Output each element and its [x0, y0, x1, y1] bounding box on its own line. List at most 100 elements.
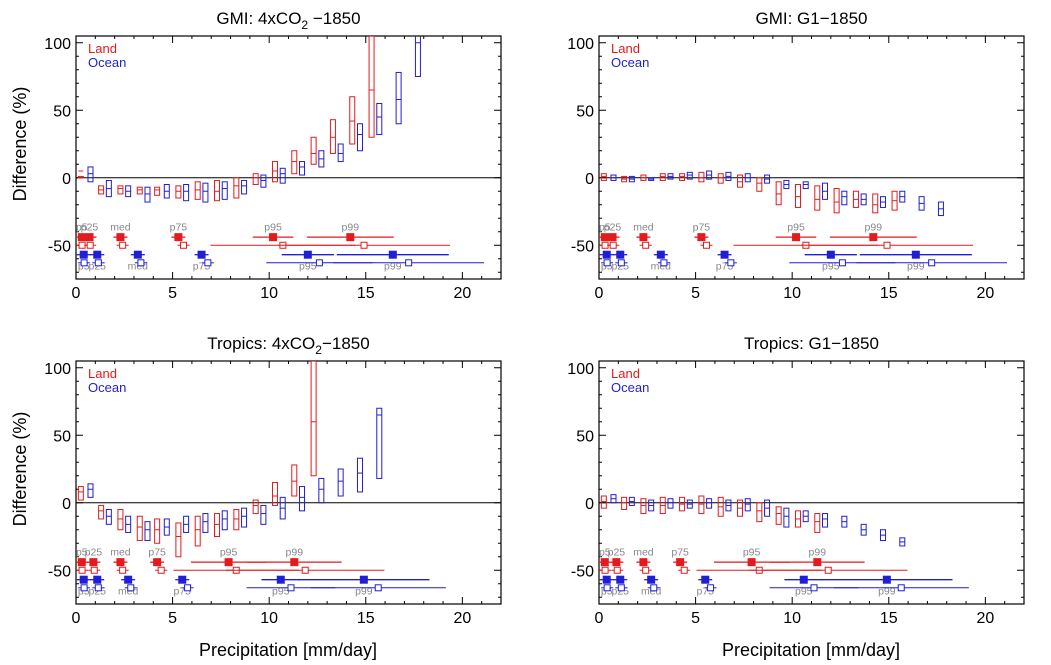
- ocean-pct-marker-open: [405, 259, 413, 267]
- land-box: [77, 175, 84, 179]
- ocean-pct-marker: [178, 575, 187, 584]
- x-tick-label: 0: [595, 610, 604, 627]
- chart-title: Tropics: G1−1850: [744, 334, 879, 353]
- chart-title-main: Tropics: 4xCO: [207, 334, 315, 353]
- land-box: [214, 179, 221, 202]
- ocean-pct-label: p95: [272, 586, 290, 598]
- y-tick-label: 0: [62, 171, 71, 188]
- land-pct-marker: [116, 233, 125, 242]
- y-tick-label: -50: [571, 238, 594, 255]
- ocean-pct-marker: [616, 575, 625, 584]
- land-box: [833, 188, 840, 214]
- x-tick-label: 0: [72, 285, 81, 302]
- ocean-pct-marker-open: [127, 584, 135, 592]
- ocean-pct-marker: [882, 575, 891, 584]
- land-pct-marker: [676, 558, 685, 567]
- land-pct-label: p95: [264, 221, 282, 233]
- ocean-box: [87, 166, 94, 183]
- ocean-pct-marker-open: [374, 584, 382, 592]
- land-pct-marker: [346, 233, 355, 242]
- land-box: [698, 171, 705, 183]
- land-box: [117, 509, 124, 531]
- ocean-pct-label: p95: [299, 261, 317, 273]
- x-tick-label: 5: [168, 610, 177, 627]
- ocean-box: [183, 184, 190, 202]
- land-pct-marker-open: [642, 566, 650, 574]
- chart-title: Tropics: 4xCO2−1850: [207, 334, 369, 357]
- y-tick-label: 100: [44, 361, 71, 378]
- land-box: [698, 495, 705, 515]
- ocean-pct-label: p5: [601, 261, 613, 273]
- ocean-box: [841, 190, 848, 206]
- land-pct-label: p75: [693, 221, 711, 233]
- ocean-pct-marker-open: [838, 259, 846, 267]
- land-pct-label: p99: [286, 546, 304, 558]
- land-pct-marker: [89, 558, 98, 567]
- x-tick-label: 20: [453, 285, 471, 302]
- legend-land: Land: [611, 41, 640, 56]
- land-pct-marker-open: [601, 241, 609, 249]
- land-pct-marker: [697, 233, 706, 242]
- ocean-box: [299, 486, 306, 512]
- land-pct-marker-open: [601, 566, 609, 574]
- land-pct-marker-open: [824, 566, 832, 574]
- land-box: [600, 495, 607, 509]
- land-pct-marker-open: [119, 241, 127, 249]
- land-pct-marker: [869, 233, 878, 242]
- legend-ocean: Ocean: [611, 380, 649, 395]
- ocean-pct-label: p99: [878, 586, 896, 598]
- ocean-box: [337, 143, 344, 163]
- ocean-pct-marker: [79, 250, 88, 259]
- legend-land: Land: [88, 366, 117, 381]
- land-box: [310, 361, 317, 477]
- ocean-pct-marker-open: [617, 259, 625, 267]
- land-box: [252, 173, 259, 185]
- x-tick-label: 20: [976, 285, 994, 302]
- chart-title-rest: −1850: [308, 9, 360, 28]
- land-pct-marker-open: [78, 566, 86, 574]
- plot-frame: [598, 35, 1025, 280]
- y-tick-label: 50: [576, 428, 594, 445]
- ocean-pct-marker-open: [617, 584, 625, 592]
- ocean-pct-marker: [656, 250, 665, 259]
- ocean-box: [356, 123, 363, 152]
- land-pct-label: p99: [865, 221, 883, 233]
- y-axis-label: Difference (%): [10, 87, 30, 202]
- land-pct-label: p5: [76, 546, 88, 558]
- x-tick-label: 15: [880, 610, 898, 627]
- x-tick-label: 15: [357, 285, 375, 302]
- ocean-pct-marker: [826, 250, 835, 259]
- land-box: [659, 173, 666, 181]
- land-box: [737, 174, 744, 188]
- land-box: [154, 518, 161, 544]
- land-pct-label: p25: [81, 221, 99, 233]
- chart-title-main: GMI: G1−1850: [756, 9, 868, 28]
- land-box: [291, 150, 298, 175]
- land-box: [98, 504, 105, 520]
- ocean-pct-marker-open: [80, 584, 88, 592]
- ocean-box: [105, 509, 112, 525]
- land-box: [233, 509, 240, 531]
- ocean-pct-marker: [93, 575, 102, 584]
- ocean-pct-marker: [388, 250, 397, 259]
- ocean-box: [144, 186, 151, 203]
- land-pct-label: p99: [342, 221, 360, 233]
- ocean-box: [221, 510, 228, 531]
- chart-panel: Tropics: 4xCO2−1850 0 5 10 15 20 -50 0 50 100 Land…: [44, 334, 502, 627]
- land-box: [175, 185, 182, 199]
- ocean-pct-marker-open: [727, 259, 735, 267]
- ocean-pct-marker: [79, 575, 88, 584]
- chart-title-subscript: 2: [301, 18, 308, 32]
- land-pct-label: p95: [220, 546, 238, 558]
- land-pct-label: med: [633, 221, 654, 233]
- ocean-pct-marker-open: [707, 584, 715, 592]
- ocean-pct-marker: [197, 250, 206, 259]
- ocean-pct-label: p99: [355, 586, 373, 598]
- land-box: [679, 173, 686, 181]
- legend-ocean: Ocean: [88, 380, 126, 395]
- plot-frame: [75, 35, 502, 280]
- ocean-pct-marker: [276, 575, 285, 584]
- ocean-pct-label: p5: [78, 261, 90, 273]
